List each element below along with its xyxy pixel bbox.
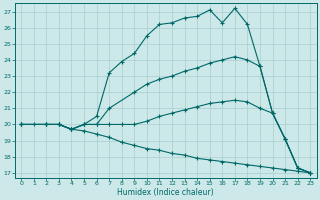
X-axis label: Humidex (Indice chaleur): Humidex (Indice chaleur) [117, 188, 214, 197]
